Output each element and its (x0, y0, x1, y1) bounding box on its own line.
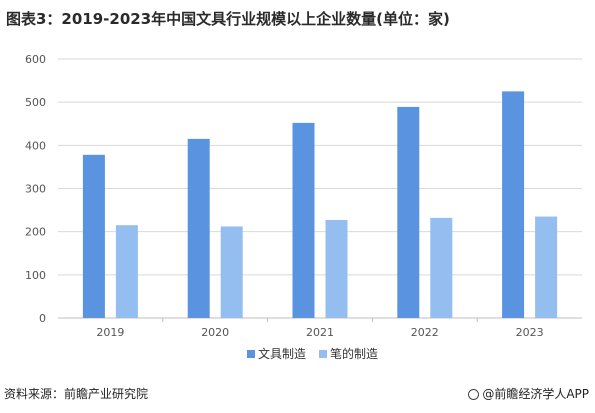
bar-series-2-2019 (115, 225, 138, 318)
bar-series-1-2023 (502, 91, 525, 318)
chart-title: 图表3：2019-2023年中国文具行业规模以上企业数量(单位：家) (6, 10, 450, 28)
source-note: 资料来源：前瞻产业研究院 (4, 387, 149, 401)
y-tick-label: 0 (39, 312, 46, 325)
bar-series-1-2020 (187, 138, 210, 318)
bar-series-1-2019 (82, 154, 105, 318)
x-tick-label: 2021 (306, 326, 334, 339)
legend-swatch (319, 350, 327, 358)
bar-series-2-2022 (430, 217, 453, 318)
tick-labels: 0 100 200 300 400 500 600 2019 2020 2021 2022 2023 (25, 53, 544, 339)
brand-label: @前瞻经济学人APP (482, 387, 589, 401)
brand-logo-icon (468, 389, 480, 400)
bar-series-2-2021 (325, 220, 348, 318)
y-tick-label: 200 (25, 226, 46, 239)
x-tick-label: 2020 (201, 326, 229, 339)
y-tick-label: 400 (25, 139, 46, 152)
y-tick-label: 600 (25, 53, 46, 66)
bar-series-2-2023 (535, 216, 558, 318)
x-tick-label: 2023 (516, 326, 544, 339)
legend-label: 笔的制造 (330, 346, 378, 361)
bar-series-2-2020 (220, 226, 243, 318)
bar-series-1-2022 (397, 106, 420, 318)
y-tick-label: 100 (25, 269, 46, 282)
brand-credit: @前瞻经济学人APP (468, 385, 589, 402)
axes (58, 317, 582, 322)
legend: 文具制造 笔的制造 (247, 346, 378, 361)
y-tick-label: 300 (25, 183, 46, 196)
x-tick-label: 2019 (96, 326, 124, 339)
bar-series-1-2021 (292, 122, 315, 319)
x-tick-label: 2022 (411, 326, 439, 339)
bars (82, 91, 558, 319)
gridlines (58, 58, 582, 276)
legend-label: 文具制造 (258, 346, 306, 361)
legend-swatch (247, 350, 255, 358)
y-tick-label: 500 (25, 96, 46, 109)
